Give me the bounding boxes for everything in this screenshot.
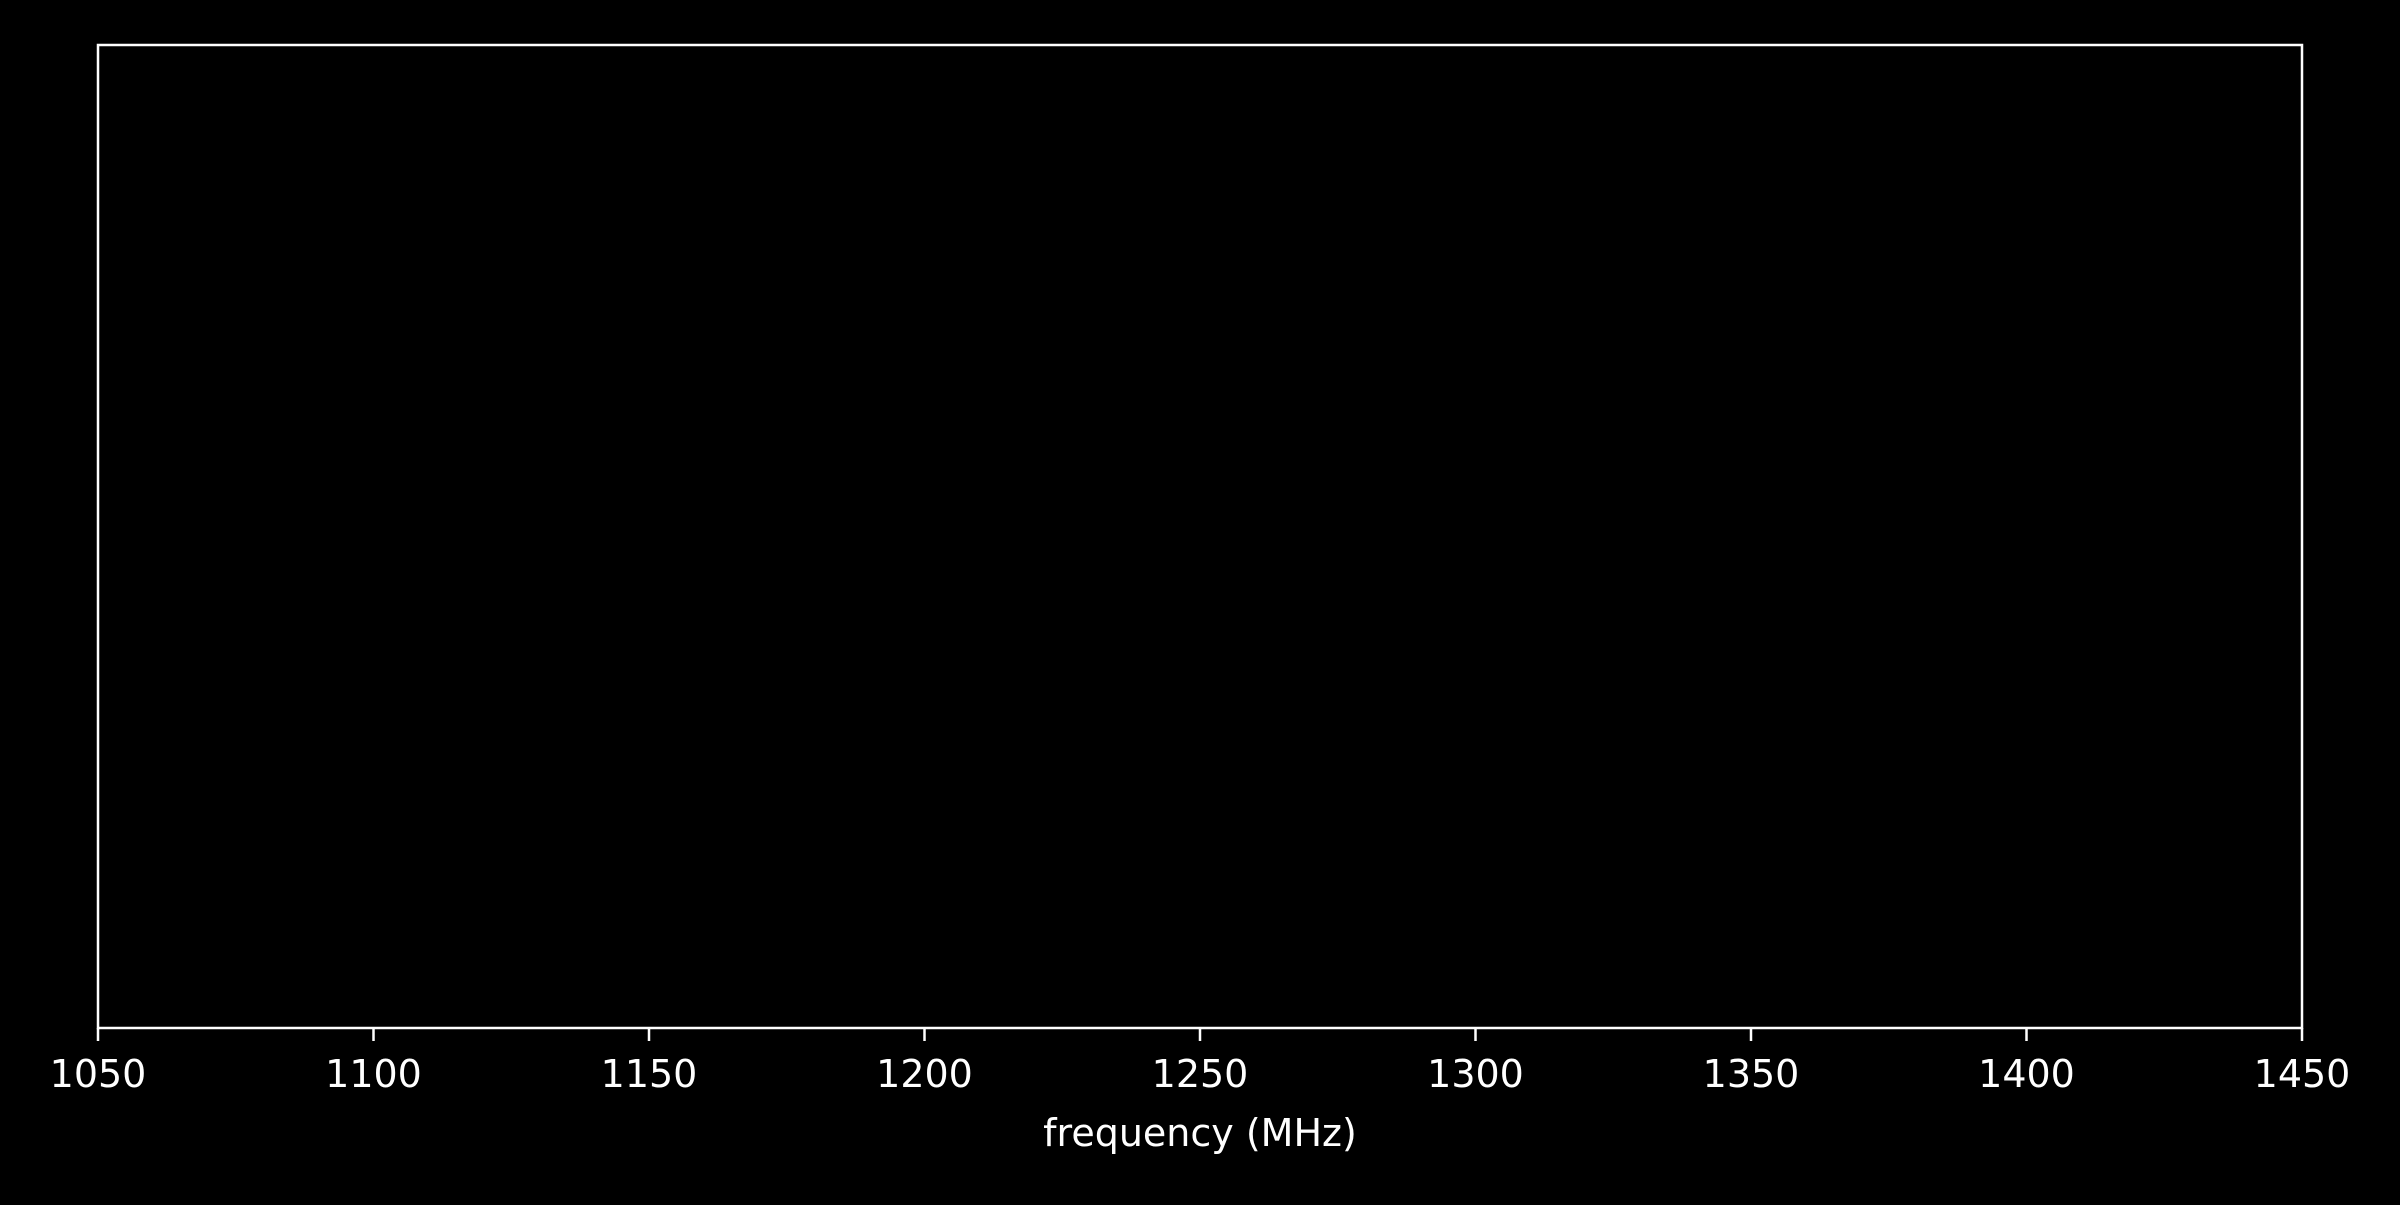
x-axis-label: frequency (MHz) xyxy=(1043,1111,1357,1155)
x-tick-label: 1450 xyxy=(2254,1052,2351,1096)
x-tick-label: 1150 xyxy=(601,1052,698,1096)
x-tick-label: 1350 xyxy=(1703,1052,1800,1096)
x-tick-label: 1200 xyxy=(876,1052,973,1096)
x-tick-label: 1100 xyxy=(325,1052,422,1096)
x-tick-label: 1300 xyxy=(1427,1052,1524,1096)
x-tick-label: 1050 xyxy=(50,1052,147,1096)
x-tick-label: 1250 xyxy=(1152,1052,1249,1096)
plot-frame xyxy=(96,43,2304,1030)
x-tick-label: 1400 xyxy=(1978,1052,2075,1096)
x-axis-ticks: 1050 1100 1150 1200 1250 1300 1350 1400 1450 xyxy=(50,1028,2351,1096)
